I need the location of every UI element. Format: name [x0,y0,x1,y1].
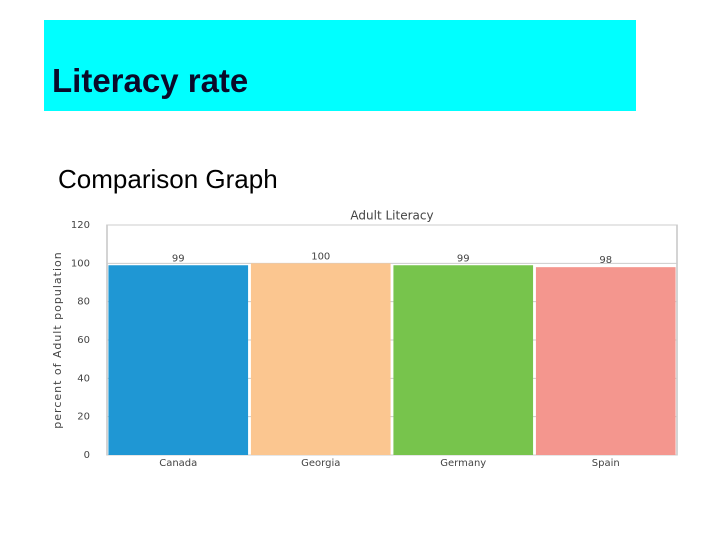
x-tick-label: Spain [592,458,620,469]
y-tick-label: 20 [77,412,90,423]
chart-title: Adult Literacy [350,209,433,223]
y-tick-label: 40 [77,373,90,384]
y-tick-label: 60 [77,335,90,346]
bar [535,267,676,455]
slide-title: Literacy rate [52,62,249,99]
y-tick-label: 0 [84,450,90,461]
x-tick-label: Georgia [301,458,340,469]
value-label: 98 [599,255,612,266]
value-label: 100 [311,251,330,262]
value-label: 99 [172,253,185,264]
value-label: 99 [457,253,470,264]
bar [393,265,534,455]
slide-subtitle: Comparison Graph [58,164,278,194]
x-tick-label: Germany [440,458,486,469]
title-banner [44,20,636,111]
bar [108,265,249,455]
y-tick-label: 100 [71,258,90,269]
y-axis-label: percent of Adult population [51,251,64,428]
bar [250,263,391,455]
y-tick-label: 120 [71,220,90,231]
x-tick-label: Canada [159,458,197,469]
y-tick-label: 80 [77,297,90,308]
